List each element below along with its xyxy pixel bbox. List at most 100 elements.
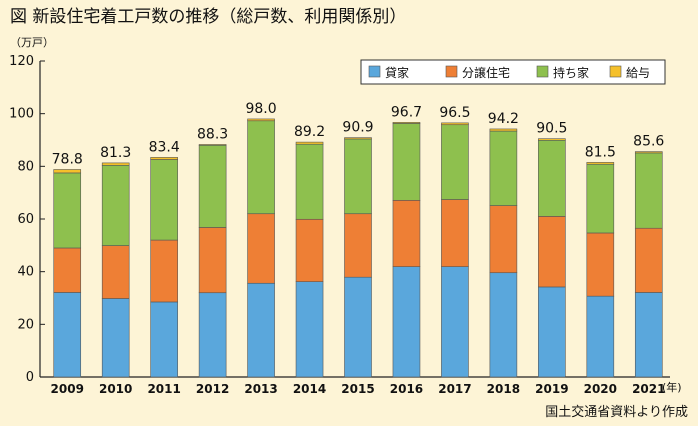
bar-segment bbox=[489, 205, 518, 274]
total-label: 85.6 bbox=[633, 134, 664, 150]
bar-segment bbox=[198, 144, 227, 228]
bar-segment bbox=[586, 295, 615, 378]
total-labels: 78.8 81.3 83.4 88.3 98.0 89.2 90.9 96.7 96.5 94.2… bbox=[52, 101, 665, 168]
legend-label: 給与 bbox=[626, 66, 650, 80]
total-label: 94.2 bbox=[488, 111, 519, 127]
bar-segment bbox=[247, 213, 275, 284]
legend-label: 分譲住宅 bbox=[462, 65, 510, 80]
bar-segment bbox=[150, 157, 178, 160]
y-tick-label: 100 bbox=[9, 107, 34, 122]
bar-segment bbox=[344, 276, 372, 378]
bar-segment bbox=[198, 227, 227, 294]
x-tick-label: 2016 bbox=[390, 382, 423, 396]
y-tick-label: 80 bbox=[17, 159, 34, 174]
total-label: 90.5 bbox=[536, 121, 567, 137]
legend-swatch bbox=[609, 65, 622, 78]
bar-segment bbox=[538, 139, 566, 217]
total-label: 90.9 bbox=[342, 120, 373, 136]
y-tick-label: 120 bbox=[9, 54, 34, 69]
source-note: 国土交通省資料より作成 bbox=[545, 404, 688, 420]
bar-segment bbox=[295, 218, 324, 282]
bar-segment bbox=[247, 282, 275, 378]
legend-swatch bbox=[368, 65, 381, 78]
bar-segment bbox=[634, 151, 663, 154]
bar-segment bbox=[53, 292, 82, 378]
bar-segment bbox=[344, 213, 372, 278]
x-tick-label: 2015 bbox=[341, 382, 374, 396]
total-label: 88.3 bbox=[197, 126, 228, 142]
bar-segment bbox=[392, 266, 421, 378]
total-label: 96.7 bbox=[391, 104, 422, 120]
bar-segment bbox=[53, 172, 82, 249]
total-label: 81.5 bbox=[585, 144, 616, 160]
bar-segment bbox=[101, 164, 130, 246]
bar-segment bbox=[101, 162, 130, 166]
bar-segment bbox=[586, 163, 615, 234]
legend-label: 持ち家 bbox=[553, 65, 589, 80]
bar-segment bbox=[634, 152, 663, 229]
y-tick-label: 20 bbox=[17, 317, 34, 332]
legend: 貸家 分譲住宅 持ち家 給与 bbox=[360, 59, 666, 85]
total-label: 78.8 bbox=[52, 151, 83, 167]
x-tick-label: 2011 bbox=[147, 382, 180, 396]
bar-segment bbox=[295, 143, 324, 220]
bar-segment bbox=[295, 141, 324, 145]
bar-segment bbox=[392, 123, 421, 201]
x-tick-label: 2021 bbox=[632, 382, 665, 396]
bar-segment bbox=[441, 266, 469, 378]
bar-segment bbox=[538, 216, 566, 288]
bar-segment bbox=[101, 298, 130, 378]
bar-segment bbox=[586, 232, 615, 297]
total-label: 96.5 bbox=[439, 105, 470, 121]
bar-segment bbox=[101, 245, 130, 299]
bar-segment bbox=[150, 239, 178, 303]
bar-segment bbox=[247, 120, 275, 215]
bar-segment bbox=[392, 122, 421, 124]
bar-segment bbox=[198, 144, 227, 146]
x-tick-label: 2010 bbox=[99, 382, 132, 396]
bar-segment bbox=[53, 169, 82, 174]
x-tick-label: 2009 bbox=[51, 382, 84, 396]
bar-segment bbox=[150, 159, 178, 241]
bar-segment bbox=[586, 162, 615, 165]
total-label: 83.4 bbox=[149, 139, 180, 155]
total-label: 98.0 bbox=[245, 101, 276, 117]
bar-segment bbox=[538, 138, 566, 141]
legend-label: 貸家 bbox=[385, 65, 409, 80]
x-tick-label: 2019 bbox=[535, 382, 568, 396]
x-tick-label: 2013 bbox=[244, 382, 277, 396]
x-tick-label: 2014 bbox=[293, 382, 326, 396]
total-label: 81.3 bbox=[100, 145, 131, 161]
bar-segment bbox=[344, 138, 372, 215]
y-tick-label: 40 bbox=[17, 265, 34, 280]
bar-segment bbox=[392, 200, 421, 267]
legend-swatch bbox=[445, 65, 458, 78]
chart-title: 図 新設住宅着工戸数の推移（総戸数、利用関係別） bbox=[10, 7, 406, 27]
axes: 0 20 40 60 80 100 120 2009 2010 2011 2012 2013 2014 2… bbox=[9, 54, 670, 396]
y-tick-label: 60 bbox=[17, 212, 34, 227]
bar-segment bbox=[198, 292, 227, 378]
bar-segment bbox=[344, 137, 372, 140]
y-tick-label: 0 bbox=[26, 370, 34, 385]
x-tick-label: 2018 bbox=[487, 382, 520, 396]
x-tick-label: 2012 bbox=[196, 382, 229, 396]
legend-swatch bbox=[536, 65, 549, 78]
bar-segment bbox=[489, 128, 518, 132]
bar-segment bbox=[634, 227, 663, 293]
x-tick-label: 2020 bbox=[584, 382, 617, 396]
bar-segment bbox=[247, 118, 275, 122]
x-tick-label: 2017 bbox=[438, 382, 471, 396]
bar-segment bbox=[634, 292, 663, 378]
x-axis-unit: (年) bbox=[662, 380, 682, 394]
bar-segment bbox=[441, 124, 469, 200]
bar-segment bbox=[489, 272, 518, 378]
bar-segment bbox=[538, 286, 566, 378]
bar-segment bbox=[53, 247, 82, 293]
bar-segment bbox=[441, 122, 469, 126]
bar-segment bbox=[295, 281, 324, 378]
y-axis-unit: （万戸） bbox=[10, 36, 54, 49]
total-label: 89.2 bbox=[294, 124, 325, 140]
bar-segment bbox=[489, 130, 518, 206]
bars bbox=[53, 118, 663, 378]
